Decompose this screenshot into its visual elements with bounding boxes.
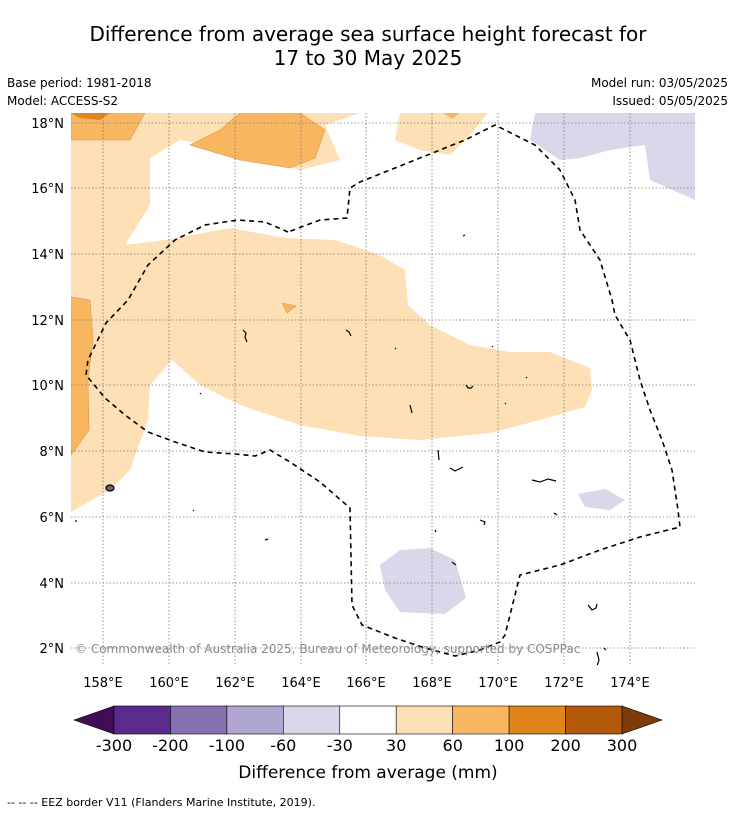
graticule bbox=[71, 113, 695, 665]
title-line-2: 17 to 30 May 2025 bbox=[273, 46, 463, 70]
colorbar-cell bbox=[452, 705, 510, 735]
anomaly-region-30-60-north bbox=[395, 113, 488, 155]
lat-tick: 16°N bbox=[31, 182, 64, 197]
anomaly-field bbox=[71, 113, 695, 665]
lat-tick: 2°N bbox=[40, 642, 65, 657]
colorbar-tick: -300 bbox=[96, 736, 132, 755]
colorbar-tick: 100 bbox=[494, 736, 525, 755]
anomaly-region-60-100-e bbox=[443, 113, 460, 119]
anomaly-region-60-100-d bbox=[281, 302, 297, 314]
base-period: Base period: 1981-2018 bbox=[7, 76, 152, 90]
colorbar-cell bbox=[283, 705, 341, 735]
meta-right: Model run: 03/05/2025 Issued: 05/05/2025 bbox=[591, 74, 728, 110]
colorbar-cell bbox=[170, 705, 228, 735]
colorbar-cell bbox=[339, 705, 397, 735]
anomaly-region-60-100-b bbox=[189, 113, 326, 169]
anomaly-region-neg-c bbox=[578, 489, 625, 510]
issued-date: Issued: 05/05/2025 bbox=[612, 94, 728, 108]
lon-tick: 166°E bbox=[346, 676, 386, 691]
lon-tick: 160°E bbox=[149, 676, 189, 691]
lon-tick: 170°E bbox=[478, 676, 518, 691]
lat-tick: 10°N bbox=[31, 379, 64, 394]
lon-tick: 162°E bbox=[215, 676, 255, 691]
map-title: Difference from average sea surface heig… bbox=[0, 22, 736, 70]
lat-tick: 8°N bbox=[40, 445, 65, 460]
colorbar-cell bbox=[508, 705, 566, 735]
lat-tick: 4°N bbox=[40, 577, 65, 592]
lon-tick: 168°E bbox=[412, 676, 452, 691]
meta-left: Base period: 1981-2018 Model: ACCESS-S2 bbox=[7, 74, 152, 110]
eez-legend: -- -- -- EEZ border V11 (Flanders Marine… bbox=[7, 796, 316, 809]
colorbar-over-triangle bbox=[621, 705, 663, 735]
colorbar-tick: 300 bbox=[607, 736, 638, 755]
copyright-notice: © Commonwealth of Australia 2025, Bureau… bbox=[75, 642, 580, 656]
colorbar-cell bbox=[395, 705, 453, 735]
latitude-labels: 18°N 16°N 14°N 12°N 10°N 8°N 6°N 4°N 2°N bbox=[31, 117, 64, 657]
colorbar-tick: -100 bbox=[209, 736, 245, 755]
anomaly-region-60-100-c bbox=[71, 296, 94, 456]
colorbar-cell bbox=[565, 705, 623, 735]
colorbar-tick: -30 bbox=[327, 736, 353, 755]
lon-tick: 158°E bbox=[83, 676, 123, 691]
lat-tick: 12°N bbox=[31, 314, 64, 329]
colorbar-tick: 30 bbox=[386, 736, 406, 755]
lon-tick: 172°E bbox=[544, 676, 584, 691]
colorbar-tick: -60 bbox=[270, 736, 296, 755]
lat-tick: 6°N bbox=[40, 511, 65, 526]
neutral-band bbox=[125, 113, 370, 245]
lat-tick: 14°N bbox=[31, 248, 64, 263]
colorbar-under-triangle bbox=[73, 705, 115, 735]
anomaly-region-60-100-a bbox=[71, 113, 146, 141]
model-name: Model: ACCESS-S2 bbox=[7, 94, 119, 108]
longitude-labels: 158°E 160°E 162°E 164°E 166°E 168°E 170°… bbox=[83, 676, 650, 691]
colorbar-tick: 60 bbox=[443, 736, 463, 755]
colorbar-tick: -200 bbox=[152, 736, 188, 755]
lat-tick: 18°N bbox=[31, 117, 64, 132]
colorbar-label: Difference from average (mm) bbox=[238, 763, 497, 783]
colorbar: -300 -200 -100 -60 -30 30 60 100 200 300… bbox=[73, 705, 663, 783]
islands bbox=[75, 234, 607, 665]
lon-tick: 164°E bbox=[281, 676, 321, 691]
colorbar-cell bbox=[113, 705, 171, 735]
eez-border bbox=[85, 124, 681, 657]
colorbar-tick: 200 bbox=[550, 736, 581, 755]
title-line-1: Difference from average sea surface heig… bbox=[89, 22, 647, 46]
colorbar-cell bbox=[226, 705, 284, 735]
anomaly-region-neg-a bbox=[530, 113, 695, 200]
lon-tick: 174°E bbox=[610, 676, 650, 691]
anomaly-region-neg-b bbox=[380, 548, 466, 614]
model-run: Model run: 03/05/2025 bbox=[590, 76, 728, 90]
anomaly-region-100-200 bbox=[71, 113, 110, 120]
